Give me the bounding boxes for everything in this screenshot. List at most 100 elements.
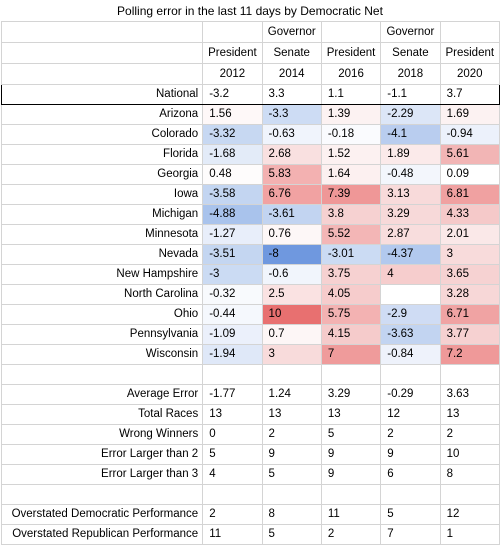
empty-cell — [439, 484, 500, 505]
value-cell: 2.87 — [380, 224, 441, 245]
value-cell: 3.75 — [320, 264, 382, 285]
value-cell: 6.76 — [261, 184, 322, 205]
value-cell: 7 — [320, 344, 382, 365]
value-cell: -2.29 — [380, 104, 441, 125]
value-cell: 11 — [320, 504, 382, 525]
value-cell: 1.52 — [320, 144, 382, 165]
state-row: Wisconsin -1.94 3 7 -0.84 7.2 — [0, 344, 500, 365]
value-cell: 10 — [439, 444, 500, 465]
state-row: Michigan -4.88 -3.61 3.8 3.29 4.33 — [0, 204, 500, 225]
state-row: Colorado -3.32 -0.63 -0.18 -4.1 -0.94 — [0, 124, 500, 145]
value-cell: -1.68 — [202, 144, 263, 165]
state-row: North Carolina -0.32 2.5 4.05 3.28 — [0, 284, 500, 305]
value-cell: 12 — [439, 504, 500, 525]
header-corner-cell — [0, 42, 204, 64]
value-cell: -1.77 — [202, 384, 263, 405]
blank-row — [0, 364, 500, 385]
row-label: Iowa — [0, 184, 204, 205]
value-cell: 8 — [439, 464, 500, 485]
column-header-cell: 2014 — [261, 63, 322, 85]
value-cell: 5.83 — [261, 164, 322, 185]
empty-cell — [0, 484, 204, 505]
value-cell: 1.39 — [320, 104, 382, 125]
value-cell: -0.6 — [261, 264, 322, 285]
value-cell: 4 — [202, 464, 263, 485]
row-label: New Hampshire — [0, 264, 204, 285]
value-cell: 9 — [320, 464, 382, 485]
value-cell: 12 — [380, 404, 441, 425]
value-cell: 1.64 — [320, 164, 382, 185]
empty-cell — [439, 364, 500, 385]
value-cell: 4.33 — [439, 204, 500, 225]
value-cell: 7 — [380, 524, 441, 545]
empty-cell — [380, 484, 441, 505]
value-cell: 9 — [320, 444, 382, 465]
value-cell: -0.29 — [380, 384, 441, 405]
value-cell: -4.1 — [380, 124, 441, 145]
value-cell: 6.71 — [439, 304, 500, 325]
value-cell: 3.65 — [439, 264, 500, 285]
value-cell: 1.69 — [439, 104, 500, 125]
value-cell: -2.9 — [380, 304, 441, 325]
value-cell: 3.28 — [439, 284, 500, 305]
value-cell: 13 — [439, 404, 500, 425]
value-cell: -3.58 — [202, 184, 263, 205]
value-cell: 3 — [439, 244, 500, 265]
header-corner-cell — [0, 63, 204, 85]
empty-cell — [320, 484, 382, 505]
value-cell: -0.48 — [380, 164, 441, 185]
value-cell: 6.81 — [439, 184, 500, 205]
row-label: Arizona — [0, 104, 204, 125]
value-cell: 3 — [261, 344, 322, 365]
row-label: Ohio — [0, 304, 204, 325]
column-header-cell: Governor — [261, 21, 322, 43]
value-cell: 1.89 — [380, 144, 441, 165]
column-header-cell: 2020 — [439, 63, 500, 85]
value-cell: -1.1 — [380, 84, 441, 105]
state-row: Florida -1.68 2.68 1.52 1.89 5.61 — [0, 144, 500, 165]
value-cell: 7.39 — [320, 184, 382, 205]
row-label: Error Larger than 2 — [0, 444, 204, 465]
value-cell: 4.15 — [320, 324, 382, 345]
value-cell: -4.88 — [202, 204, 263, 225]
value-cell: 5 — [380, 504, 441, 525]
value-cell: 2 — [439, 424, 500, 445]
column-header-cell: President — [202, 42, 263, 64]
column-header-cell — [439, 21, 500, 43]
header-row-year: 2012 2014 2016 2018 2020 — [0, 63, 500, 85]
empty-cell — [380, 364, 441, 385]
state-row: Arizona 1.56 -3.3 1.39 -2.29 1.69 — [0, 104, 500, 125]
value-cell: 3.3 — [261, 84, 322, 105]
value-cell: 4 — [380, 264, 441, 285]
summary-row: Error Larger than 2 5 9 9 9 10 — [0, 444, 500, 465]
row-label: Overstated Republican Performance — [0, 524, 204, 545]
value-cell: 3.77 — [439, 324, 500, 345]
row-label: National — [0, 84, 204, 105]
state-row: Georgia 0.48 5.83 1.64 -0.48 0.09 — [0, 164, 500, 185]
national-row: National -3.2 3.3 1.1 -1.1 3.7 — [0, 84, 500, 105]
value-cell: -4.37 — [380, 244, 441, 265]
value-cell: 4.05 — [320, 284, 382, 305]
value-cell: -1.09 — [202, 324, 263, 345]
value-cell: 2 — [380, 424, 441, 445]
row-label: Nevada — [0, 244, 204, 265]
value-cell: -3.2 — [202, 84, 263, 105]
value-cell: 0.76 — [261, 224, 322, 245]
row-label: Total Races — [0, 404, 204, 425]
value-cell: 2 — [320, 524, 382, 545]
value-cell: 2.5 — [261, 284, 322, 305]
value-cell: -1.27 — [202, 224, 263, 245]
row-label: Minnesota — [0, 224, 204, 245]
empty-cell — [320, 364, 382, 385]
performance-row: Overstated Democratic Performance 2 8 11 5 12 — [0, 504, 500, 525]
value-cell: -8 — [261, 244, 322, 265]
column-header-cell: Governor — [380, 21, 441, 43]
value-cell: 10 — [261, 304, 322, 325]
value-cell: 8 — [261, 504, 322, 525]
value-cell: -0.18 — [320, 124, 382, 145]
performance-row: Overstated Republican Performance 11 5 2 7 1 — [0, 524, 500, 545]
value-cell — [380, 284, 441, 305]
value-cell: 5.61 — [439, 144, 500, 165]
row-label: Overstated Democratic Performance — [0, 504, 204, 525]
